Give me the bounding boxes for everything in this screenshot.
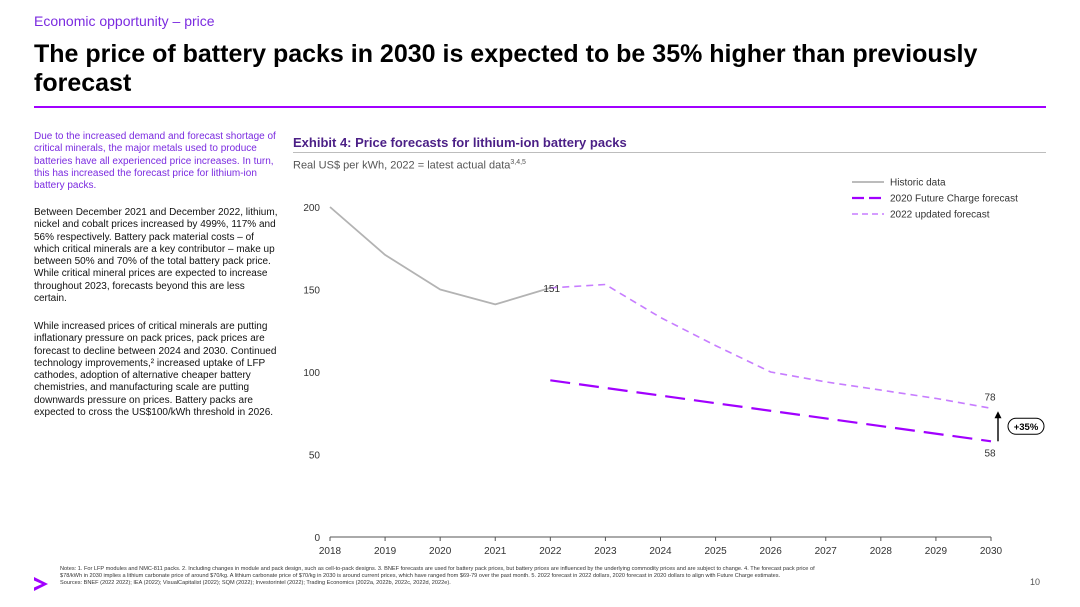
x-tick-label-2021: 2021	[484, 546, 507, 557]
y-tick-label-150: 150	[303, 286, 320, 297]
body-paragraph-2: While increased prices of critical miner…	[34, 321, 277, 419]
sources-text: Sources: BNEF (2022 2022); IEA (2022); V…	[60, 580, 451, 586]
y-tick-label-0: 0	[314, 533, 320, 544]
y-tick-label-200: 200	[303, 203, 320, 214]
difference-badge	[1007, 417, 1045, 435]
x-tick-label-2023: 2023	[594, 546, 617, 557]
x-tick-label-2019: 2019	[374, 546, 397, 557]
x-tick-label-2020: 2020	[429, 546, 452, 557]
difference-arrow-head	[994, 411, 1002, 419]
x-tick-label-2027: 2027	[815, 546, 838, 557]
intro-lede: Due to the increased demand and forecast…	[34, 131, 276, 192]
legend-label-3: 2022 updated forecast	[890, 210, 990, 221]
data-label-151: 151	[543, 284, 560, 295]
x-tick-label-2029: 2029	[925, 546, 948, 557]
exhibit-subtitle-footnote: 3,4,5	[510, 159, 526, 166]
series-line-3	[550, 283, 992, 410]
series-line-1	[329, 206, 551, 306]
x-tick-label-2022: 2022	[539, 546, 562, 557]
data-label-78: 78	[984, 392, 996, 403]
notes-text: Notes: 1. For LFP modules and NMC-811 pa…	[60, 566, 815, 579]
y-tick-label-100: 100	[303, 368, 320, 379]
page-title: The price of battery packs in 2030 is ex…	[34, 40, 978, 97]
x-tick-label-2025: 2025	[704, 546, 727, 557]
x-tick-label-2018: 2018	[319, 546, 342, 557]
exhibit-subtitle: Real US$ per kWh, 2022 = latest actual d…	[293, 159, 526, 172]
x-tick-label-2028: 2028	[870, 546, 893, 557]
legend-label-2: 2020 Future Charge forecast	[890, 194, 1018, 205]
footnotes: Notes: 1. For LFP modules and NMC-811 pa…	[60, 566, 830, 587]
exhibit-divider	[293, 152, 1046, 153]
title-divider	[34, 106, 1046, 108]
x-tick-label-2026: 2026	[760, 546, 783, 557]
body-paragraph-1: Between December 2021 and December 2022,…	[34, 207, 278, 305]
section-kicker: Economic opportunity – price	[34, 13, 215, 29]
exhibit-title: Exhibit 4: Price forecasts for lithium-i…	[293, 135, 627, 150]
page-number: 10	[1030, 577, 1041, 587]
exhibit-subtitle-text: Real US$ per kWh, 2022 = latest actual d…	[293, 159, 511, 172]
x-tick-label-2024: 2024	[649, 546, 672, 557]
data-label-58: 58	[984, 448, 996, 459]
series-line-2	[550, 379, 992, 443]
legend-label-1: Historic data	[890, 178, 946, 189]
difference-badge-label: +35%	[1014, 422, 1039, 433]
x-tick-label-2030: 2030	[980, 546, 1003, 557]
y-tick-label-50: 50	[309, 451, 321, 462]
brand-logo-icon	[34, 577, 48, 591]
